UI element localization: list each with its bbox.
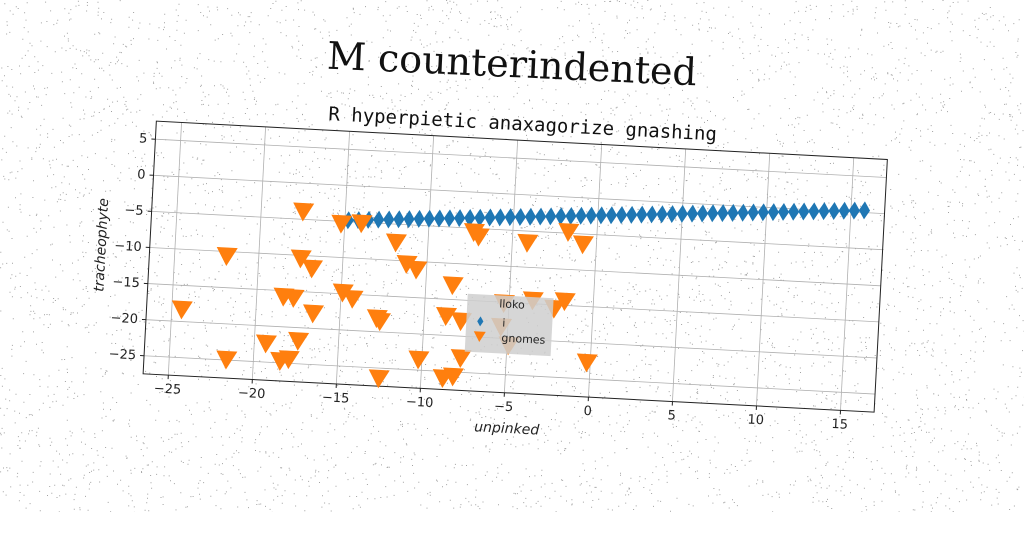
data-point-diamond (717, 204, 729, 223)
data-point-triangle (171, 301, 192, 320)
data-point-triangle (216, 247, 237, 266)
data-point-diamond (656, 205, 668, 224)
data-point-triangle (576, 354, 597, 373)
data-point-diamond (605, 206, 617, 225)
data-point-diamond (555, 207, 567, 226)
data-point-diamond (727, 204, 739, 223)
x-tick-label: 10 (747, 413, 764, 429)
y-tick-label: −10 (114, 239, 142, 255)
data-point-diamond (767, 203, 779, 222)
x-tick-label: −20 (237, 386, 265, 402)
y-tick-label: 0 (137, 167, 146, 182)
data-point-triangle (256, 335, 277, 354)
x-tick-label: 5 (667, 408, 676, 423)
data-point-diamond (393, 210, 405, 229)
data-point-diamond (443, 209, 455, 228)
data-point-triangle (342, 290, 363, 309)
data-point-diamond (646, 205, 658, 224)
data-point-triangle (288, 332, 309, 351)
data-point-diamond (808, 202, 820, 221)
data-point-diamond (818, 202, 830, 221)
data-point-diamond (686, 204, 698, 223)
y-axis-label: tracheophyte (91, 198, 112, 292)
data-point-diamond (707, 204, 719, 223)
y-tick-label: −15 (112, 275, 140, 291)
data-point-diamond (403, 210, 415, 229)
data-point-diamond (848, 201, 860, 220)
x-tick-label: −25 (153, 381, 181, 397)
data-point-diamond (788, 202, 800, 221)
data-point-diamond (373, 210, 385, 229)
data-point-diamond (626, 206, 638, 225)
data-point-triangle (450, 349, 471, 368)
data-point-diamond (666, 205, 678, 224)
legend-label: gnomes (501, 332, 546, 347)
y-tick-label: −25 (108, 347, 136, 363)
data-point-diamond (798, 202, 810, 221)
data-point-diamond (535, 207, 547, 226)
data-point-triangle (442, 277, 463, 296)
data-point-diamond (747, 203, 759, 222)
data-point-diamond (484, 208, 496, 227)
data-point-diamond (858, 201, 870, 220)
data-point-triangle (370, 313, 391, 332)
grid-lines (143, 121, 887, 412)
legend-title: lloko (499, 297, 525, 311)
data-point-diamond (595, 206, 607, 225)
data-point-diamond (696, 204, 708, 223)
chart-subtitle: R hyperpietic anaxagorize gnashing (328, 103, 718, 145)
y-tick-label: 5 (139, 131, 148, 146)
x-tick-label: −5 (494, 399, 514, 415)
data-point-diamond (565, 207, 577, 226)
x-tick-label: 0 (583, 404, 592, 419)
data-point-diamond (838, 201, 850, 220)
grid-line-y (155, 139, 886, 177)
data-point-triangle (303, 305, 324, 324)
y-tick-label: −20 (110, 311, 138, 327)
data-point-diamond (524, 207, 536, 226)
data-point-triangle (572, 236, 593, 255)
data-point-diamond (454, 209, 466, 228)
x-tick-label: 15 (831, 417, 848, 433)
data-point-triangle (408, 351, 429, 370)
data-point-triangle (386, 234, 407, 253)
data-point-diamond (777, 203, 789, 222)
data-point-diamond (757, 203, 769, 222)
y-tick-label: −5 (124, 203, 144, 219)
grid-line-y (150, 247, 881, 285)
x-tick-label: −15 (322, 390, 350, 406)
data-point-diamond (676, 205, 688, 224)
data-point-triangle (302, 260, 323, 279)
data-point-triangle (517, 234, 538, 253)
data-point-diamond (514, 208, 526, 227)
data-point-diamond (616, 206, 628, 225)
data-point-diamond (545, 207, 557, 226)
x-axis-label: unpinked (474, 419, 540, 438)
data-point-diamond (636, 205, 648, 224)
y-axis-ticks: 5 0 −5 −10 −15 −20 −25 (108, 130, 156, 363)
data-point-diamond (423, 209, 435, 228)
data-point-diamond (433, 209, 445, 228)
data-point-triangle (406, 261, 427, 280)
data-point-diamond (383, 210, 395, 229)
data-point-diamond (585, 206, 597, 225)
x-tick-label: −10 (406, 395, 434, 411)
data-point-diamond (494, 208, 506, 227)
data-point-diamond (504, 208, 516, 227)
data-point-diamond (828, 202, 840, 221)
data-point-diamond (575, 207, 587, 226)
